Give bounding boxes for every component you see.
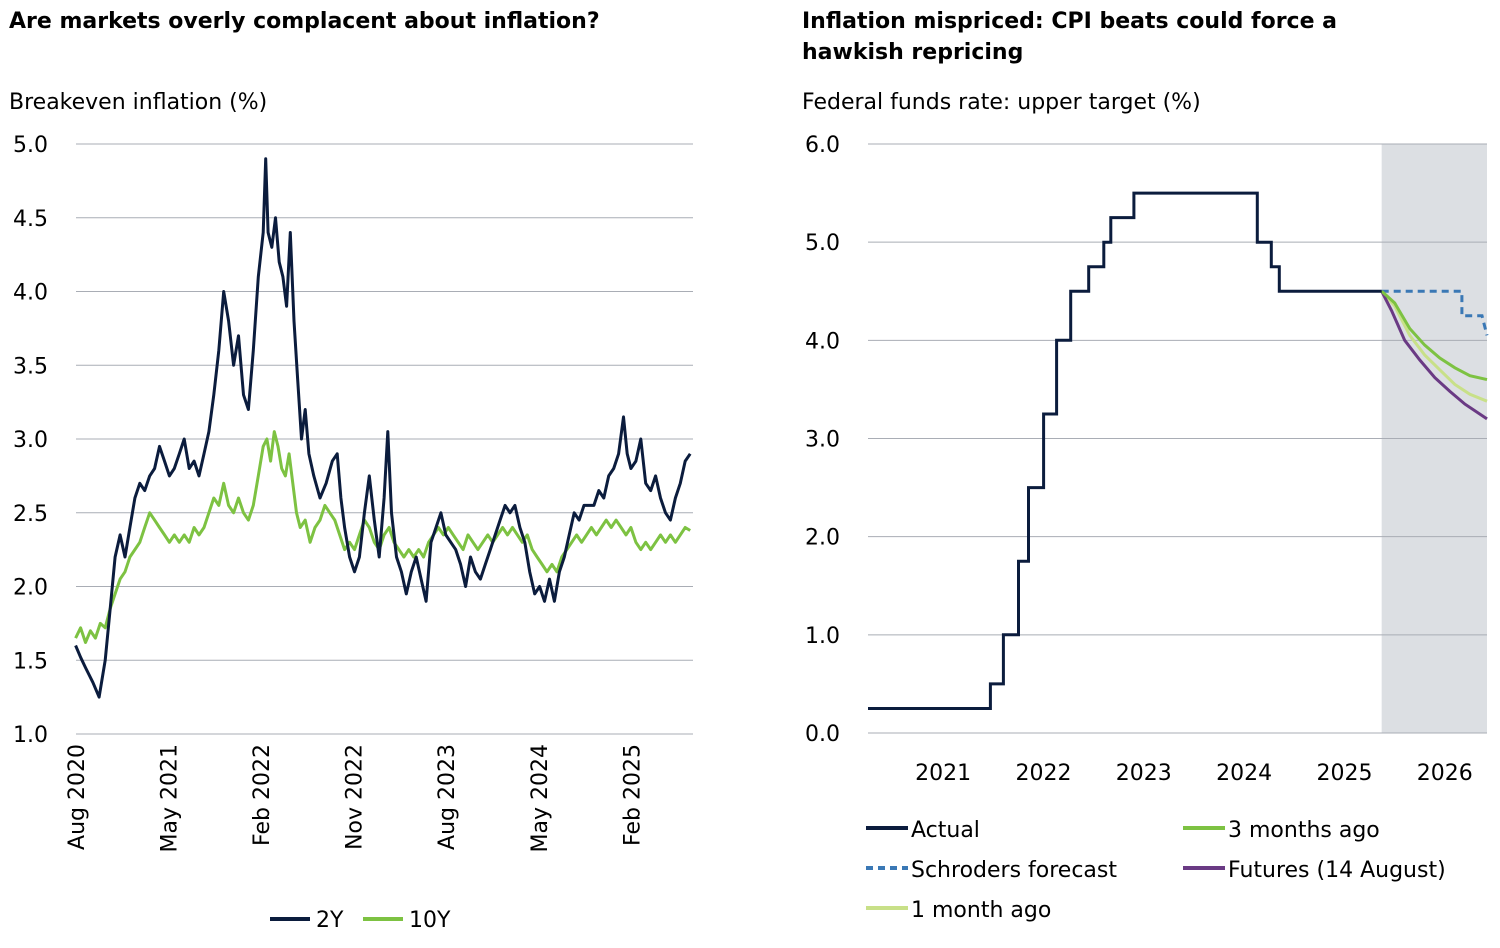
left-xtick-label: Feb 2025: [620, 744, 645, 846]
left-xtick-label: Feb 2022: [250, 744, 275, 846]
right-series-line-actual: [868, 191, 1382, 710]
right-ytick-label: 4.0: [805, 329, 840, 354]
right-legend-label: Actual: [911, 818, 980, 843]
right-ytick-label: 6.0: [805, 133, 840, 158]
right-series-line-futures-14-august-: [1380, 290, 1488, 421]
right-legend-label: Futures (14 August): [1228, 858, 1446, 883]
left-ytick-label: 4.0: [13, 281, 48, 306]
right-legend-label: 1 month ago: [911, 898, 1051, 923]
left-xtick-label: Aug 2020: [65, 744, 90, 850]
left-ytick-label: 1.5: [13, 649, 48, 674]
right-ytick-label: 0.0: [805, 722, 840, 747]
left-ytick-label: 3.0: [13, 428, 48, 453]
left-ytick-label: 3.5: [13, 354, 48, 379]
right-ytick-label: 3.0: [805, 428, 840, 453]
left-xtick-label: Aug 2023: [435, 744, 460, 850]
right-xtick-label: 2025: [1316, 761, 1372, 786]
left-legend-label: 10Y: [409, 908, 451, 933]
right-xtick-label: 2023: [1116, 761, 1172, 786]
left-legend-label: 2Y: [316, 908, 344, 933]
left-chart-title: Are markets overly complacent about infl…: [9, 9, 600, 34]
right-ytick-label: 5.0: [805, 231, 840, 256]
left-ytick-label: 2.5: [13, 502, 48, 527]
right-xtick-label: 2022: [1015, 761, 1071, 786]
left-ytick-label: 4.5: [13, 207, 48, 232]
right-chart-title: Inflation mispriced: CPI beats could for…: [802, 9, 1338, 65]
left-xtick-label: May 2021: [158, 744, 183, 852]
right-series-line-3-months-ago: [1380, 290, 1488, 382]
right-legend-label: Schroders forecast: [911, 858, 1117, 883]
right-ytick-label: 2.0: [805, 526, 840, 551]
right-chart-ylabel: Federal funds rate: upper target (%): [802, 90, 1201, 115]
left-ytick-label: 1.0: [13, 723, 48, 748]
left-ytick-label: 2.0: [13, 576, 48, 601]
right-xtick-label: 2026: [1417, 761, 1473, 786]
left-xtick-label: May 2024: [528, 744, 553, 852]
right-ytick-label: 1.0: [805, 624, 840, 649]
left-ytick-label: 5.0: [13, 133, 48, 158]
left-xtick-label: Nov 2022: [343, 744, 368, 850]
right-series-line-1-month-ago: [1380, 290, 1488, 403]
left-chart-ylabel: Breakeven inflation (%): [9, 90, 268, 115]
left-series-line-2Y: [74, 157, 692, 699]
left-series-line-10Y: [74, 430, 691, 644]
right-legend-label: 3 months ago: [1228, 818, 1380, 843]
right-xtick-label: 2024: [1216, 761, 1272, 786]
right-xtick-label: 2021: [915, 761, 971, 786]
right-series-line-schroders-forecast: [1381, 289, 1489, 336]
